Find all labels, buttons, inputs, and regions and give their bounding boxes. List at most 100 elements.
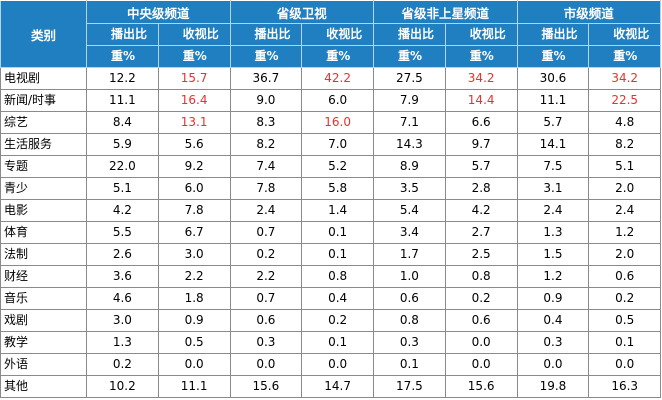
table-row: 财经 3.6 2.2 2.2 0.8 1.0 0.8 1.2 0.6 bbox=[0, 265, 662, 288]
table-cell: 3.0 bbox=[86, 309, 159, 332]
table-cell: 8.2 bbox=[588, 133, 662, 156]
table-cell: 11.1 bbox=[157, 375, 231, 398]
table-cell: 1.4 bbox=[301, 199, 375, 222]
sub-header-line1: 播出比 bbox=[516, 23, 590, 46]
sub-header-line1: 收视比 bbox=[444, 23, 518, 46]
table-cell: 0.7 bbox=[229, 221, 303, 244]
table-cell: 6.7 bbox=[157, 221, 231, 244]
table-cell: 7.8 bbox=[229, 177, 303, 200]
table-cell: 1.3 bbox=[516, 221, 590, 244]
table-row: 生活服务 5.9 5.6 8.2 7.0 14.3 9.7 14.1 8.2 bbox=[0, 133, 662, 156]
table-cell: 0.0 bbox=[444, 353, 518, 376]
group-header-central: 中央级频道 bbox=[86, 0, 231, 24]
table-cell: 0.8 bbox=[444, 265, 518, 288]
table-cell: 0.1 bbox=[373, 353, 446, 376]
table-cell: 0.7 bbox=[229, 287, 303, 310]
table-cell: 5.7 bbox=[516, 111, 590, 134]
row-category: 外语 bbox=[0, 353, 87, 376]
table-cell: 5.6 bbox=[157, 133, 231, 156]
row-category: 音乐 bbox=[0, 287, 87, 310]
table-row: 电视剧 12.2 15.7 36.7 42.2 27.5 34.2 30.6 34.2 bbox=[0, 67, 662, 90]
table-cell: 42.2 bbox=[301, 67, 375, 90]
table-cell: 30.6 bbox=[516, 67, 590, 90]
table-cell: 34.2 bbox=[444, 67, 518, 90]
table-cell: 2.2 bbox=[157, 265, 231, 288]
table-cell: 5.9 bbox=[86, 133, 159, 156]
table-cell: 7.5 bbox=[516, 155, 590, 178]
category-header: 类别 bbox=[0, 0, 87, 68]
table-cell: 9.0 bbox=[229, 89, 303, 112]
table-cell: 0.0 bbox=[588, 353, 662, 376]
table-cell: 14.7 bbox=[301, 375, 375, 398]
table-cell: 0.2 bbox=[444, 287, 518, 310]
table-cell: 13.1 bbox=[157, 111, 231, 134]
table-cell: 2.5 bbox=[444, 243, 518, 266]
table-cell: 27.5 bbox=[373, 67, 446, 90]
table-row: 电影 4.2 7.8 2.4 1.4 5.4 4.2 2.4 2.4 bbox=[0, 199, 662, 222]
table-cell: 0.3 bbox=[516, 331, 590, 354]
table-cell: 0.2 bbox=[229, 243, 303, 266]
table-cell: 0.0 bbox=[157, 353, 231, 376]
sub-header-line1: 收视比 bbox=[301, 23, 375, 46]
sub-header-line2: 重% bbox=[86, 45, 159, 68]
table-cell: 14.4 bbox=[444, 89, 518, 112]
table-cell: 16.4 bbox=[157, 89, 231, 112]
table-row: 新闻/时事 11.1 16.4 9.0 6.0 7.9 14.4 11.1 22.5 bbox=[0, 89, 662, 112]
row-category: 体育 bbox=[0, 221, 87, 244]
table-cell: 1.8 bbox=[157, 287, 231, 310]
table-cell: 9.2 bbox=[157, 155, 231, 178]
table-row: 综艺 8.4 13.1 8.3 16.0 7.1 6.6 5.7 4.8 bbox=[0, 111, 662, 134]
table-cell: 14.3 bbox=[373, 133, 446, 156]
table-cell: 7.4 bbox=[229, 155, 303, 178]
table-cell: 0.2 bbox=[301, 309, 375, 332]
table-cell: 15.7 bbox=[157, 67, 231, 90]
table-cell: 6.6 bbox=[444, 111, 518, 134]
table-cell: 0.4 bbox=[516, 309, 590, 332]
table-cell: 7.0 bbox=[301, 133, 375, 156]
table-cell: 1.2 bbox=[516, 265, 590, 288]
table-cell: 0.1 bbox=[301, 221, 375, 244]
row-category: 戏剧 bbox=[0, 309, 87, 332]
table-row: 外语 0.2 0.0 0.0 0.0 0.1 0.0 0.0 0.0 bbox=[0, 353, 662, 376]
table-cell: 2.4 bbox=[588, 199, 662, 222]
group-header-municipal: 市级频道 bbox=[516, 0, 662, 24]
row-category: 财经 bbox=[0, 265, 87, 288]
table-row: 教学 1.3 0.5 0.3 0.1 0.3 0.0 0.3 0.1 bbox=[0, 331, 662, 354]
table-cell: 0.0 bbox=[444, 331, 518, 354]
row-category: 电影 bbox=[0, 199, 87, 222]
table-cell: 6.0 bbox=[301, 89, 375, 112]
table-cell: 2.4 bbox=[229, 199, 303, 222]
table-cell: 3.6 bbox=[86, 265, 159, 288]
table-cell: 12.2 bbox=[86, 67, 159, 90]
table-row: 体育 5.5 6.7 0.7 0.1 3.4 2.7 1.3 1.2 bbox=[0, 221, 662, 244]
table-cell: 0.6 bbox=[444, 309, 518, 332]
table-cell: 5.1 bbox=[588, 155, 662, 178]
table-cell: 5.4 bbox=[373, 199, 446, 222]
table-cell: 1.7 bbox=[373, 243, 446, 266]
table-cell: 4.2 bbox=[444, 199, 518, 222]
table-row: 专题 22.0 9.2 7.4 5.2 8.9 5.7 7.5 5.1 bbox=[0, 155, 662, 178]
sub-header-line1: 播出比 bbox=[86, 23, 159, 46]
table-cell: 0.5 bbox=[588, 309, 662, 332]
table-cell: 5.2 bbox=[301, 155, 375, 178]
sub-header-line2: 重% bbox=[516, 45, 590, 68]
table-cell: 0.6 bbox=[373, 287, 446, 310]
table-cell: 0.0 bbox=[516, 353, 590, 376]
table-cell: 1.0 bbox=[373, 265, 446, 288]
table-cell: 3.5 bbox=[373, 177, 446, 200]
table-cell: 1.3 bbox=[86, 331, 159, 354]
table-cell: 5.5 bbox=[86, 221, 159, 244]
group-header-provincial-satellite: 省级卫视 bbox=[229, 0, 375, 24]
table-cell: 4.2 bbox=[86, 199, 159, 222]
table-cell: 3.0 bbox=[157, 243, 231, 266]
table-cell: 0.3 bbox=[373, 331, 446, 354]
table-cell: 11.1 bbox=[516, 89, 590, 112]
table-body: 电视剧 12.2 15.7 36.7 42.2 27.5 34.2 30.6 34.2 新闻/时事… bbox=[0, 67, 662, 398]
sub-header-line2: 重% bbox=[157, 45, 231, 68]
table-cell: 2.7 bbox=[444, 221, 518, 244]
table-cell: 16.0 bbox=[301, 111, 375, 134]
table-cell: 4.8 bbox=[588, 111, 662, 134]
sub-header-line2: 重% bbox=[301, 45, 375, 68]
table-cell: 6.0 bbox=[157, 177, 231, 200]
